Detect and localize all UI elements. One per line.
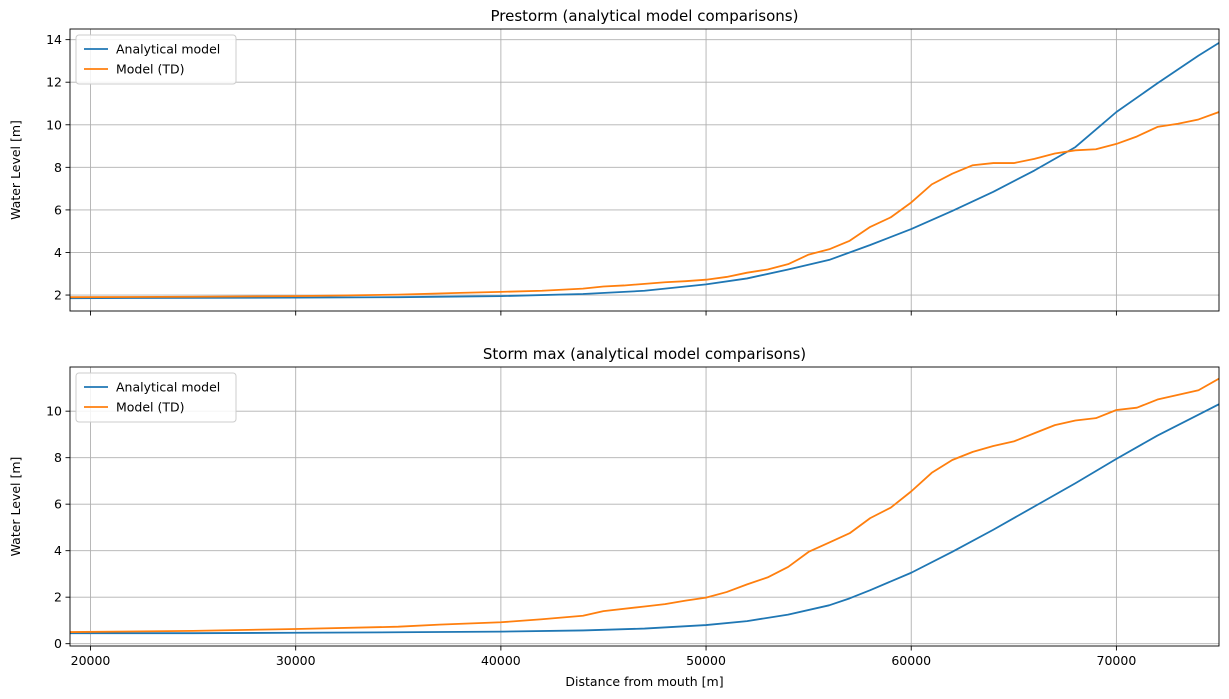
y-axis-label: Water Level [m] <box>8 120 23 220</box>
series-line-model-td <box>70 377 1219 633</box>
plot-frame <box>69 366 1220 647</box>
legend-label: Model (TD) <box>116 400 185 415</box>
y-tick-label: 12 <box>46 75 62 90</box>
legend-box <box>75 372 237 423</box>
storm-max-panel: 20000 30000 40000 50000 60000 70000 0 2 4 6 8 10 Sto… <box>8 345 1220 689</box>
y-tick-label: 2 <box>54 590 62 605</box>
y-tick-label: 2 <box>54 288 62 303</box>
y-tick-label: 4 <box>54 543 62 558</box>
y-tick-label: 6 <box>54 497 62 512</box>
y-tick-label: 0 <box>54 636 62 651</box>
y-tick-label: 4 <box>54 245 62 260</box>
legend: Analytical model Model (TD) <box>75 372 237 423</box>
x-tick-label: 30000 <box>276 653 316 668</box>
y-tick-label: 10 <box>46 404 62 419</box>
x-tick-label: 20000 <box>71 653 111 668</box>
legend-label: Model (TD) <box>116 62 185 77</box>
chart-title: Storm max (analytical model comparisons) <box>483 345 806 363</box>
series-group <box>70 377 1219 635</box>
chart-title: Prestorm (analytical model comparisons) <box>491 7 799 25</box>
series-group <box>70 42 1219 300</box>
plot-frame <box>69 28 1220 312</box>
x-tick-label: 50000 <box>686 653 726 668</box>
series-line-analytical-model <box>70 42 1219 300</box>
prestorm-panel: 2 4 6 8 10 12 14 Prestorm (analytical model com… <box>8 7 1220 316</box>
y-tick-label: 10 <box>46 117 62 132</box>
x-axis-label: Distance from mouth [m] <box>565 674 723 689</box>
y-tick-label: 14 <box>46 32 62 47</box>
legend: Analytical model Model (TD) <box>75 34 237 85</box>
y-tick-label: 8 <box>54 160 62 175</box>
series-line-model-td <box>70 111 1219 299</box>
y-axis-label: Water Level [m] <box>8 457 23 557</box>
series-line-analytical-model <box>70 403 1219 635</box>
y-tick-label: 8 <box>54 450 62 465</box>
legend-box <box>75 34 237 85</box>
x-tick-label: 70000 <box>1097 653 1137 668</box>
y-tick-label: 6 <box>54 202 62 217</box>
x-tick-label: 60000 <box>891 653 931 668</box>
legend-label: Analytical model <box>116 380 220 395</box>
legend-label: Analytical model <box>116 42 220 57</box>
x-tick-label: 40000 <box>481 653 521 668</box>
